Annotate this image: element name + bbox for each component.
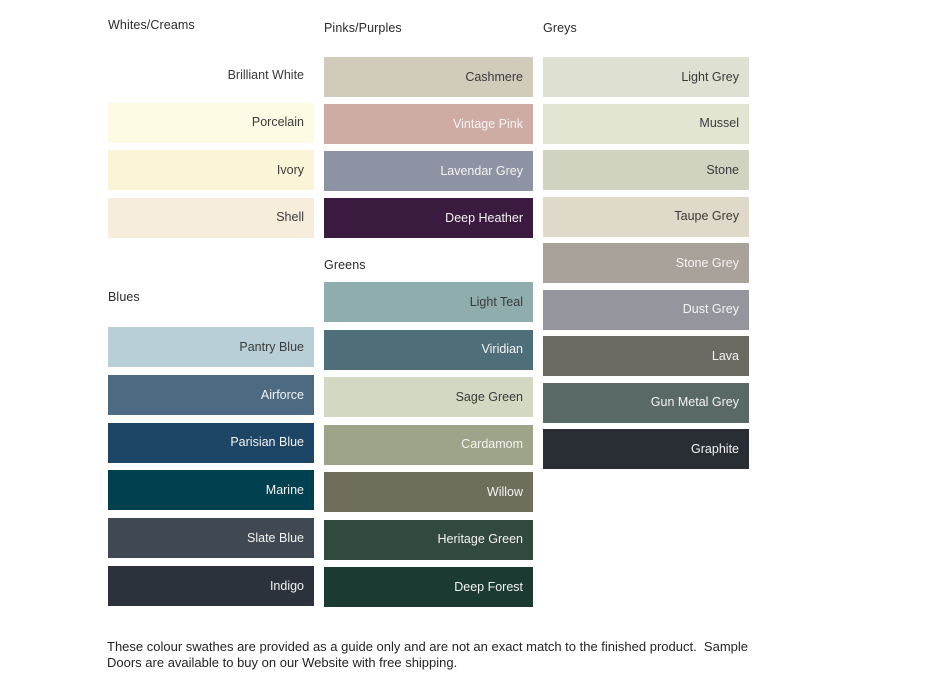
- colour-swatch-viridian: Viridian: [324, 329, 533, 370]
- colour-swatch-label: Slate Blue: [247, 530, 304, 545]
- colour-swatch-graphite: Graphite: [543, 429, 749, 469]
- colour-swatch-label: Pantry Blue: [239, 339, 304, 354]
- colour-swatch-label: Light Teal: [469, 294, 523, 309]
- colour-swatch-ivory: Ivory: [108, 150, 314, 190]
- footer-line-1: These colour swathes are provided as a g…: [107, 639, 748, 654]
- colour-swatch-taupe-grey: Taupe Grey: [543, 196, 749, 237]
- colour-swatch-lava: Lava: [543, 336, 749, 376]
- footer-note: These colour swathes are provided as a g…: [107, 639, 748, 671]
- colour-swatch-deep-forest: Deep Forest: [324, 567, 533, 607]
- colour-swatch-label: Gun Metal Grey: [650, 395, 739, 410]
- colour-swatch-sage-green: Sage Green: [324, 377, 533, 417]
- colour-swatch-label: Mussel: [699, 116, 739, 131]
- colour-swatch-label: Sage Green: [455, 389, 523, 404]
- colour-swatch-label: Light Grey: [681, 69, 739, 84]
- colour-swatch-shell: Shell: [108, 197, 314, 238]
- colour-swatch-light-teal: Light Teal: [324, 282, 533, 322]
- colour-swatch-label: Dust Grey: [682, 302, 739, 317]
- colour-swatch-stone: Stone: [543, 150, 749, 190]
- colour-swatch-porcelain: Porcelain: [108, 102, 314, 143]
- colour-swatch-label: Shell: [276, 210, 304, 225]
- colour-swatch-airforce: Airforce: [108, 374, 314, 415]
- colour-swatch-marine: Marine: [108, 470, 314, 511]
- colour-swatch-brilliant-white: Brilliant White: [108, 55, 314, 95]
- colour-swatch-label: Lavendar Grey: [440, 163, 523, 178]
- colour-swatch-heritage-green: Heritage Green: [324, 519, 533, 560]
- colour-swatch-label: Taupe Grey: [674, 209, 739, 224]
- colour-swatch-mussel: Mussel: [543, 103, 749, 144]
- colour-swatch-label: Viridian: [481, 342, 523, 357]
- colour-swatch-cardamom: Cardamom: [324, 424, 533, 465]
- colour-swatch-label: Graphite: [691, 441, 739, 456]
- colour-swatch-label: Stone: [706, 162, 739, 177]
- colour-swatch-label: Deep Forest: [454, 579, 523, 594]
- colour-swatch-label: Cashmere: [465, 69, 523, 84]
- colour-swatch-label: Ivory: [276, 162, 304, 177]
- colour-swatch-label: Brilliant White: [227, 67, 304, 82]
- colour-swatch-stone-grey: Stone Grey: [543, 243, 749, 283]
- colour-swatch-willow: Willow: [324, 472, 533, 512]
- colour-swatch-parisian-blue: Parisian Blue: [108, 422, 314, 463]
- colour-swatch-gun-metal-grey: Gun Metal Grey: [543, 382, 749, 423]
- colour-swatch-label: Stone Grey: [675, 255, 739, 270]
- colour-swatch-label: Cardamom: [461, 437, 523, 452]
- colour-swatch-label: Indigo: [269, 578, 304, 593]
- colour-swatch-label: Marine: [265, 483, 304, 498]
- colour-swatch-cashmere: Cashmere: [324, 57, 533, 97]
- colour-swatch-label: Willow: [486, 484, 523, 499]
- colour-swatch-label: Lava: [711, 348, 739, 363]
- colour-swatch-label: Vintage Pink: [453, 116, 523, 131]
- colour-swatch-label: Porcelain: [251, 115, 304, 130]
- colour-swatch-label: Heritage Green: [437, 532, 523, 547]
- footer-line-2: Doors are available to buy on our Websit…: [107, 654, 458, 670]
- colour-swatch-light-grey: Light Grey: [543, 57, 749, 97]
- colour-swatch-dust-grey: Dust Grey: [543, 289, 749, 330]
- colour-swatch-label: Deep Heather: [445, 210, 523, 225]
- section-header-blues: Blues: [108, 290, 140, 304]
- section-header-greys: Greys: [543, 21, 577, 35]
- colour-swatch-deep-heather: Deep Heather: [324, 198, 533, 238]
- colour-swatch-vintage-pink: Vintage Pink: [324, 104, 533, 144]
- colour-swatch-slate-blue: Slate Blue: [108, 518, 314, 559]
- section-header-pinks-purples: Pinks/Purples: [324, 21, 402, 35]
- colour-swatch-lavendar-grey: Lavendar Grey: [324, 151, 533, 191]
- section-header-greens: Greens: [324, 258, 366, 272]
- section-header-whites-creams: Whites/Creams: [108, 18, 195, 32]
- colour-swatch-indigo: Indigo: [108, 566, 314, 606]
- colour-swatch-label: Parisian Blue: [230, 435, 304, 450]
- colour-swatch-pantry-blue: Pantry Blue: [108, 327, 314, 367]
- colour-swatch-label: Airforce: [260, 387, 304, 402]
